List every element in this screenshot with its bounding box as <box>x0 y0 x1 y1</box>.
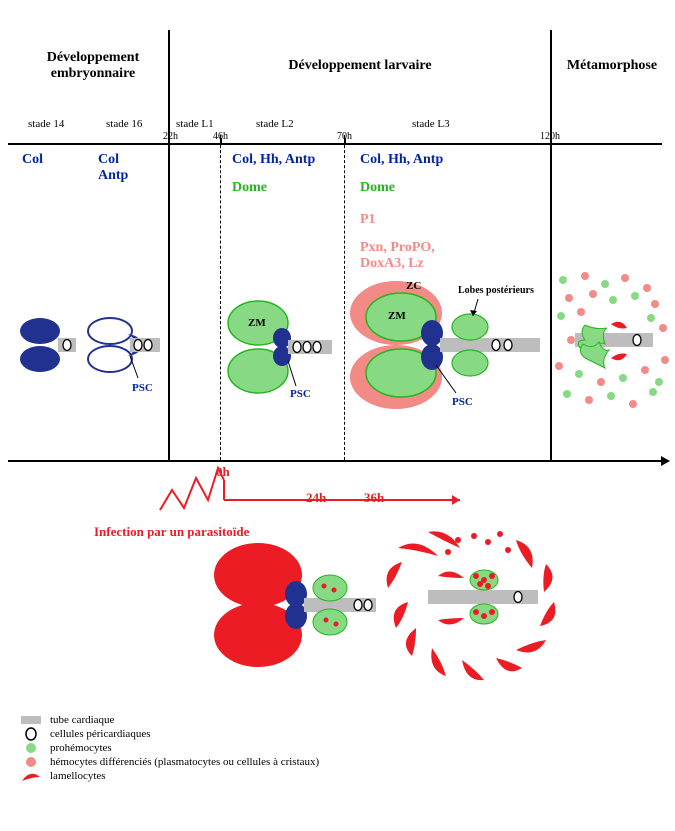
time-22h: 22h <box>163 131 178 142</box>
svg-text:ZM: ZM <box>388 310 406 322</box>
gene-dome-L2: Dome <box>232 180 267 196</box>
dash-l1-l2 <box>220 135 221 460</box>
stage-L3: stade L3 <box>412 118 450 130</box>
gland-infected-24h <box>210 540 380 670</box>
sep-larval-meta <box>550 30 552 460</box>
header-embryo: Développement embryonnaire <box>18 50 168 82</box>
stage-L2: stade L2 <box>256 118 294 130</box>
header-larval: Développement larvaire <box>170 58 550 74</box>
label-psc-L2: PSC <box>290 388 311 400</box>
gland-meta <box>555 270 673 420</box>
gene-col-hh-L3: Col, Hh, Antp <box>360 152 443 168</box>
label-psc-L3: PSC <box>452 396 473 408</box>
gene-col-antp: Col Antp <box>98 152 128 184</box>
tick <box>220 138 222 143</box>
infection-24h: 24h <box>306 490 326 506</box>
dash-l2-l3 <box>344 135 345 460</box>
legend-tube: tube cardiaque <box>20 714 319 726</box>
infection-0h: 0h <box>216 464 230 480</box>
legend-peri: cellules péricardiaques <box>20 728 319 740</box>
gland-L3: ZC ZM <box>348 275 548 425</box>
tick <box>168 138 170 143</box>
gene-p1: P1 <box>360 212 376 228</box>
gland-s14 <box>18 316 78 376</box>
gene-dome-L3: Dome <box>360 180 395 196</box>
tick <box>550 138 552 143</box>
stage-L1: stade L1 <box>176 118 214 130</box>
legend-pro: prohémocytes <box>20 742 319 754</box>
tick <box>344 138 346 143</box>
legend: tube cardiaque cellules péricardiaques p… <box>20 712 319 784</box>
stage-14: stade 14 <box>28 118 64 130</box>
infection-title: Infection par un parasitoïde <box>94 524 249 540</box>
label-lobes: Lobes postérieurs <box>458 285 534 296</box>
gland-infected-36h <box>388 528 598 698</box>
legend-hemo: hémocytes différenciés (plasmatocytes ou… <box>20 756 319 768</box>
stage-16: stade 16 <box>106 118 142 130</box>
arrow-bottom <box>661 456 670 466</box>
header-meta: Métamorphose <box>552 58 672 74</box>
infection-36h: 36h <box>364 490 384 506</box>
label-psc-s16: PSC <box>132 382 153 394</box>
gene-pxn: Pxn, ProPO, DoxA3, Lz <box>360 240 435 272</box>
gene-col-hh-L2: Col, Hh, Antp <box>232 152 315 168</box>
gene-col-s14: Col <box>22 152 43 168</box>
timeline-top <box>8 143 662 145</box>
sep-embryo-larval <box>168 30 170 460</box>
legend-lam: lamellocytes <box>20 770 319 782</box>
zm-l2: ZM <box>248 317 266 329</box>
svg-text:ZC: ZC <box>406 280 421 292</box>
gland-L2: ZM <box>226 298 336 398</box>
